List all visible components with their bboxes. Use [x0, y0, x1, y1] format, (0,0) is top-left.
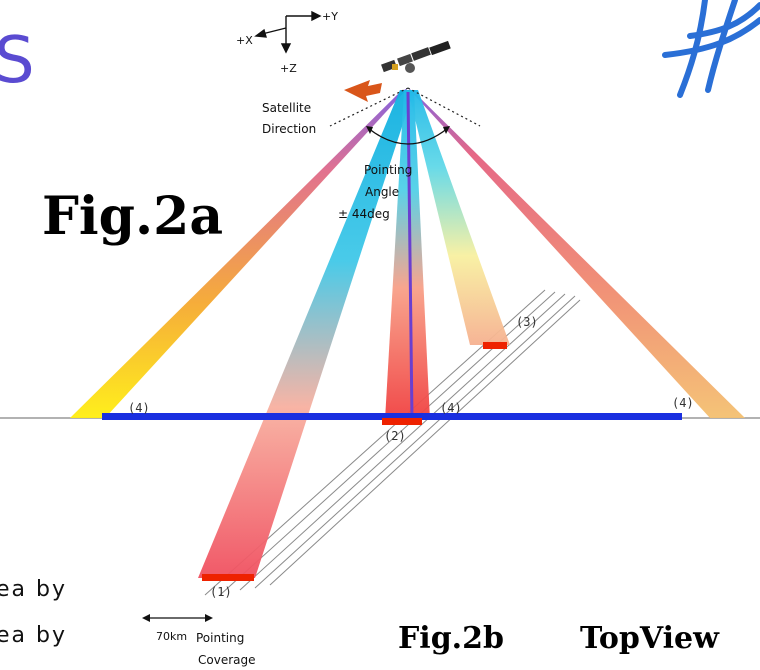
label-beam-4-left: (4) — [128, 401, 150, 415]
beam-1 — [198, 90, 414, 578]
marker-beam-2 — [382, 418, 422, 425]
coverage-km-label: 70km — [156, 630, 187, 643]
marker-beam-3 — [483, 342, 507, 349]
beam-4-right — [408, 88, 745, 418]
label-beam-4-right: (4) — [672, 396, 694, 410]
axis-label-plus-x: +X — [236, 34, 253, 47]
coverage-bar — [102, 413, 682, 420]
left-text-line1: ea by — [0, 577, 67, 602]
topview-title: TopView — [580, 621, 720, 656]
marker-beam-1 — [202, 574, 254, 581]
axis-label-plus-z: +Z — [280, 62, 297, 75]
label-beam-1: (1) — [210, 585, 232, 599]
dimension-arrow-left-icon — [142, 614, 150, 622]
label-beam-4-center: (4) — [440, 401, 462, 415]
axes-icon — [254, 10, 322, 54]
arc-arrow-left-icon — [366, 126, 373, 134]
pointing-angle-arc — [367, 127, 449, 145]
dimension-arrow-right-icon — [205, 614, 213, 622]
axis-label-plus-y: +Y — [322, 10, 338, 23]
pointing-angle-line3: ± 44deg — [338, 207, 390, 221]
arc-arrow-right-icon — [443, 126, 450, 134]
corner-letter: S — [0, 24, 35, 98]
fig2a-title: Fig.2a — [42, 186, 223, 247]
logo-icon — [662, 0, 760, 98]
fig2b-title: Fig.2b — [398, 621, 504, 656]
beam-4-left — [70, 88, 408, 418]
dotted-line-right — [407, 87, 481, 127]
pointing-angle-line1: Pointing — [364, 163, 412, 177]
left-text-line2: ea by — [0, 623, 67, 648]
satellite-direction-line2: Direction — [262, 122, 316, 136]
label-beam-3: (3) — [516, 315, 538, 329]
pointing-angle-line2: Angle — [365, 185, 399, 199]
nadir-line — [406, 91, 414, 421]
label-beam-2: (2) — [384, 429, 406, 443]
coverage-pointing-label: Pointing — [196, 631, 244, 645]
coverage-coverage-label: Coverage — [198, 653, 256, 667]
direction-arrow-icon — [344, 80, 382, 102]
satellite-direction-line1: Satellite — [262, 101, 311, 115]
beam-3 — [408, 90, 510, 345]
satellite-icon — [381, 40, 451, 73]
beam-2 — [385, 90, 430, 420]
